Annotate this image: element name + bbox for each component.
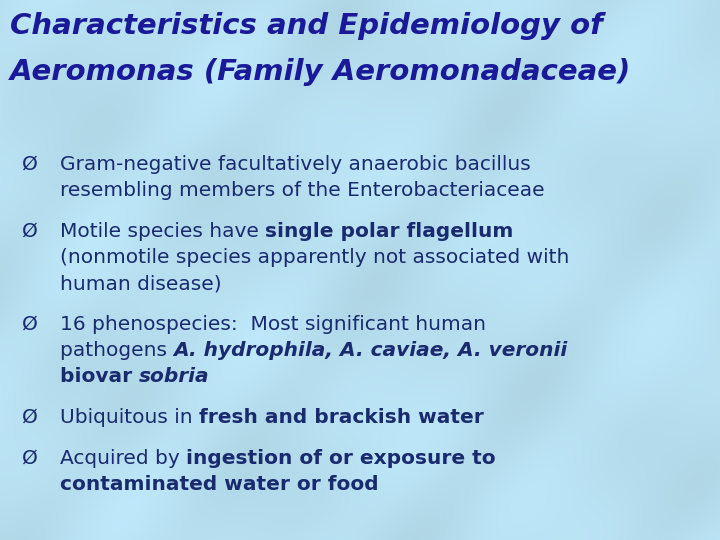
Text: Ø: Ø	[22, 315, 38, 334]
Text: ingestion of or exposure to: ingestion of or exposure to	[186, 449, 496, 468]
Text: Ø: Ø	[22, 449, 38, 468]
Text: sobria: sobria	[139, 367, 210, 386]
Text: fresh and brackish water: fresh and brackish water	[199, 408, 484, 427]
Text: Acquired by: Acquired by	[60, 449, 186, 468]
Text: biovar: biovar	[60, 367, 139, 386]
Text: pathogens: pathogens	[60, 341, 174, 360]
Text: Ø: Ø	[22, 408, 38, 427]
Text: Gram-negative facultatively anaerobic bacillus: Gram-negative facultatively anaerobic ba…	[60, 155, 531, 174]
Text: Aeromonas (Family Aeromonadaceae): Aeromonas (Family Aeromonadaceae)	[10, 58, 631, 86]
Text: Characteristics and Epidemiology of: Characteristics and Epidemiology of	[10, 12, 603, 40]
Text: single polar flagellum: single polar flagellum	[265, 222, 513, 241]
Text: Ø: Ø	[22, 222, 38, 241]
Text: A. hydrophila, A. caviae, A. veronii: A. hydrophila, A. caviae, A. veronii	[174, 341, 567, 360]
Text: contaminated water or food: contaminated water or food	[60, 475, 379, 494]
Text: resembling members of the Enterobacteriaceae: resembling members of the Enterobacteria…	[60, 181, 544, 200]
Text: 16 phenospecies:  Most significant human: 16 phenospecies: Most significant human	[60, 315, 486, 334]
Text: Ø: Ø	[22, 155, 38, 174]
Text: (nonmotile species apparently not associated with: (nonmotile species apparently not associ…	[60, 248, 570, 267]
Text: human disease): human disease)	[60, 274, 222, 293]
Text: Motile species have: Motile species have	[60, 222, 265, 241]
Text: Ubiquitous in: Ubiquitous in	[60, 408, 199, 427]
